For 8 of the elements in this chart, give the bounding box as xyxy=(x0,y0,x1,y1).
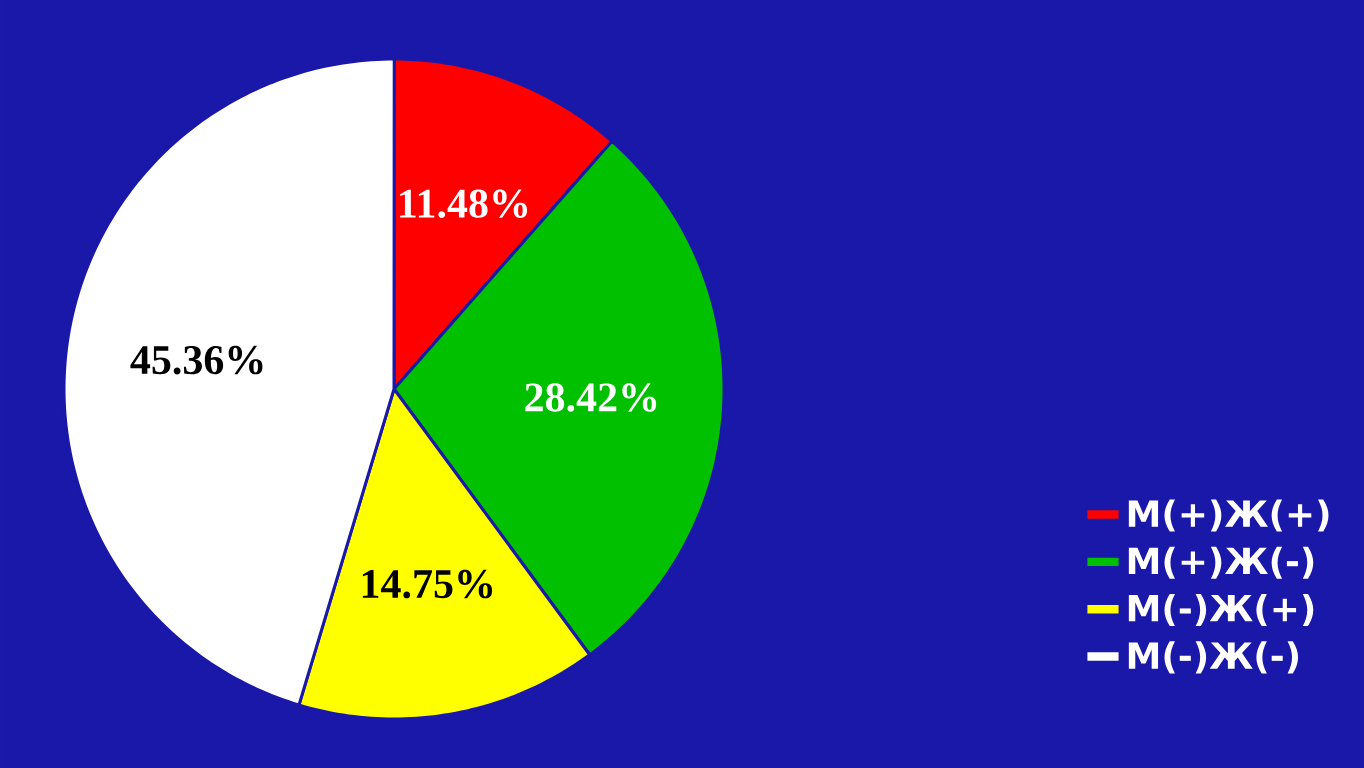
data-label: 45.36% xyxy=(130,345,263,375)
legend-label: M(+)Ж(+) xyxy=(1128,499,1329,532)
data-label: 28.42% xyxy=(525,383,657,412)
data-label: 11.48% xyxy=(400,189,528,218)
data-label: 14.75% xyxy=(362,569,493,599)
legend-label: M(-)Ж(-) xyxy=(1128,641,1299,674)
legend-label: M(-)Ж(+) xyxy=(1128,594,1314,627)
legend-label: M(+)Ж(-) xyxy=(1128,546,1314,579)
